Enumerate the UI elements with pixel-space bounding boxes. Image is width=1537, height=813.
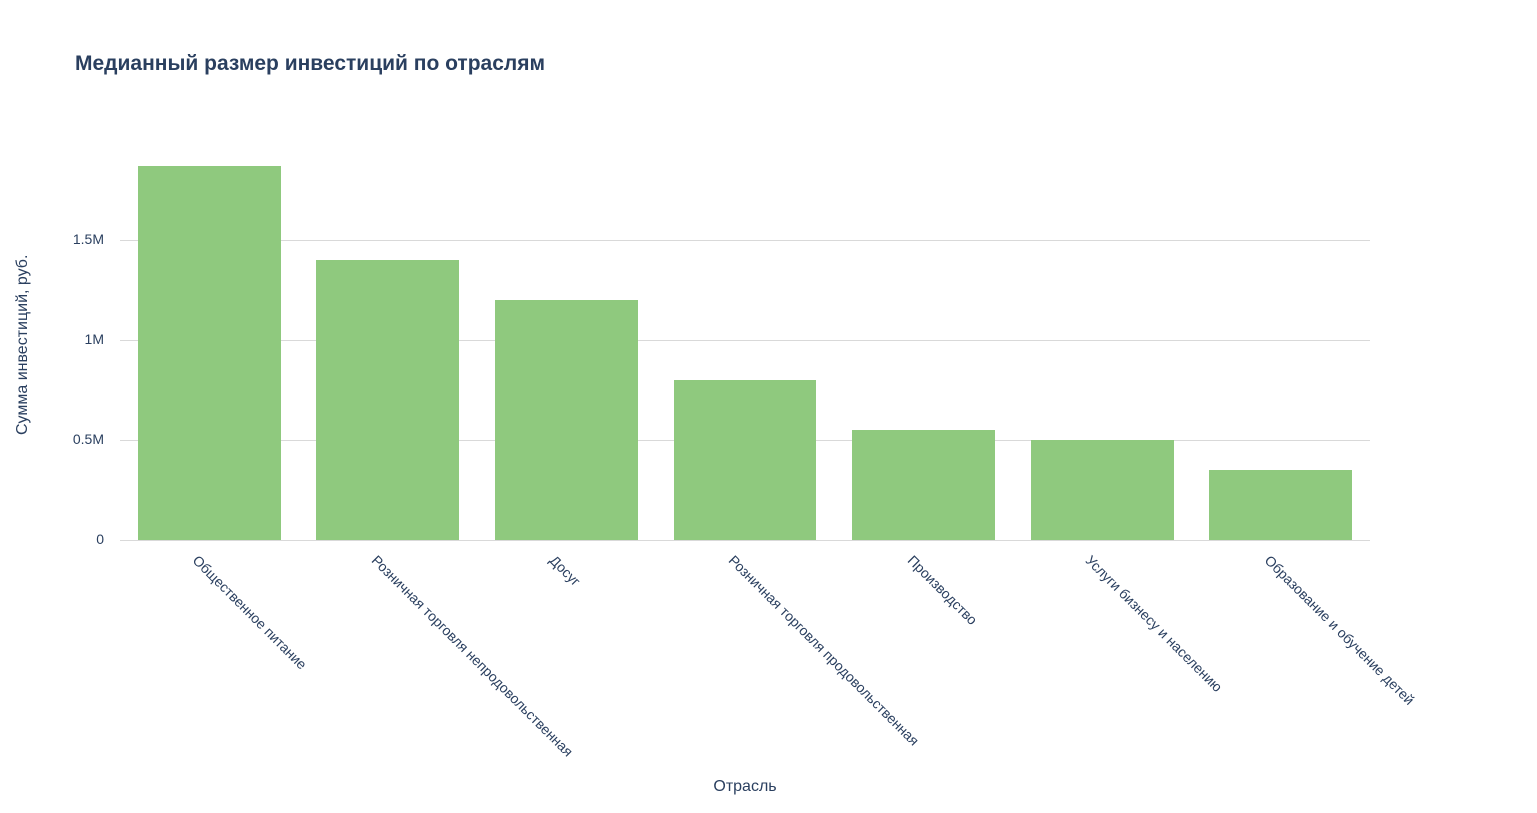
gridline	[120, 239, 1370, 241]
y-tick-labels: 0 0.5M 1M 1.5M	[40, 150, 112, 547]
gridline	[120, 339, 1370, 341]
chart-title: Медианный размер инвестиций по отраслям	[75, 52, 546, 75]
bar[interactable]	[1030, 440, 1174, 540]
bar[interactable]	[137, 166, 281, 540]
bar[interactable]	[316, 260, 460, 540]
x-tick-label: Розничная торговля непродовольственная	[368, 552, 577, 760]
x-tick-labels: Общественное питание Розничная торговля н…	[120, 548, 1417, 788]
x-tick-label: Розничная торговля продовольственная	[725, 552, 923, 749]
y-tick-label: 0	[96, 531, 104, 547]
plot-area	[120, 150, 1370, 541]
y-axis-title: Сумма инвестиций, руб.	[14, 254, 31, 436]
gridline	[120, 539, 1370, 541]
x-axis-title: Отрасль	[713, 778, 777, 795]
x-tick-label: Общественное питание	[189, 552, 311, 673]
y-tick-label: 0.5M	[72, 431, 104, 447]
y-tick-label: 1.5M	[72, 231, 104, 247]
bar[interactable]	[673, 380, 817, 540]
bar[interactable]	[1209, 470, 1353, 540]
x-tick-label: Услуги бизнесу и населению	[1082, 552, 1226, 695]
bar[interactable]	[495, 300, 638, 540]
y-tick-label: 1M	[84, 331, 104, 347]
x-tick-label: Производство	[904, 552, 981, 628]
x-tick-label: Досуг	[547, 552, 585, 590]
x-tick-label: Образование и обучение детей	[1261, 552, 1418, 708]
bar[interactable]	[852, 430, 995, 540]
